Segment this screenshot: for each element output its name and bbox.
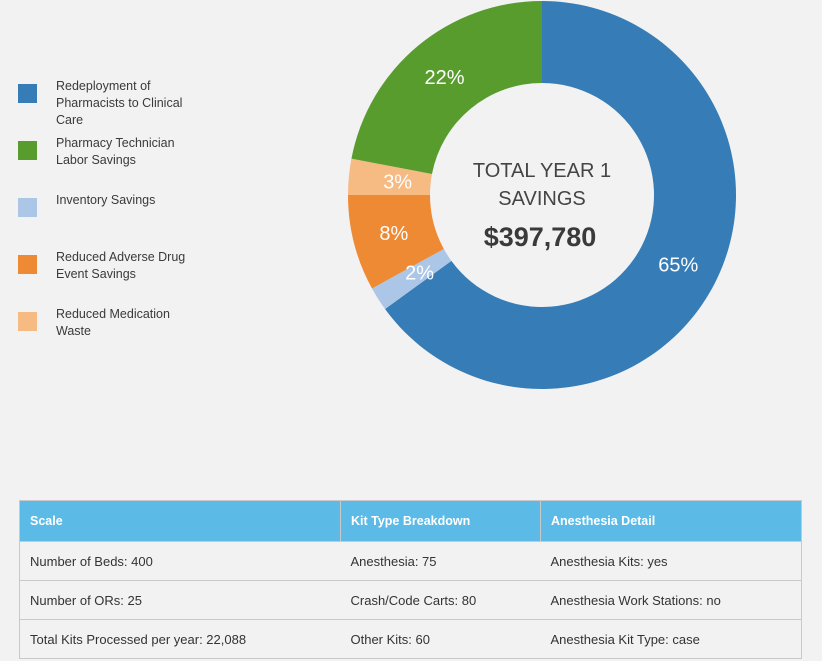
slice-percent-label: 3% bbox=[383, 171, 412, 193]
table-cell: Crash/Code Carts: 80 bbox=[340, 580, 541, 620]
column-header-scale: Scale bbox=[19, 500, 341, 542]
table-row: Total Kits Processed per year: 22,088 Ot… bbox=[19, 619, 802, 659]
column-header-anesthesia: Anesthesia Detail bbox=[540, 500, 802, 542]
slice-percent-label: 8% bbox=[379, 223, 408, 245]
table-cell: Other Kits: 60 bbox=[340, 619, 541, 659]
donut-chart: 65% 2% 8% 3% 22% TOTAL YEAR 1 SAVINGS $397,7… bbox=[348, 1, 736, 389]
donut-slice-4 bbox=[351, 1, 542, 175]
table-cell: Anesthesia Kit Type: case bbox=[540, 619, 802, 659]
legend-label: Inventory Savings bbox=[56, 193, 156, 207]
slice-percent-label: 22% bbox=[424, 67, 464, 89]
donut-slice-2 bbox=[348, 195, 444, 289]
table-cell: Anesthesia Kits: yes bbox=[540, 541, 802, 581]
table-cell: Anesthesia Work Stations: no bbox=[540, 580, 802, 620]
legend-label: Reduced Medication Waste bbox=[56, 307, 170, 338]
legend-label: Reduced Adverse Drug Event Savings bbox=[56, 250, 186, 281]
slice-percent-label: 2% bbox=[405, 263, 434, 285]
table-cell: Number of Beds: 400 bbox=[19, 541, 341, 581]
donut-slices bbox=[348, 1, 736, 389]
donut-slice-3 bbox=[348, 158, 432, 195]
table-cell: Number of ORs: 25 bbox=[19, 580, 341, 620]
center-title-line-2: SAVINGS bbox=[498, 188, 585, 210]
table-cell: Anesthesia: 75 bbox=[340, 541, 541, 581]
legend-swatch bbox=[18, 255, 37, 274]
donut-slice-0 bbox=[385, 1, 736, 389]
table-row: Number of ORs: 25 Crash/Code Carts: 80 A… bbox=[19, 580, 802, 620]
slice-percent-label: 65% bbox=[658, 254, 698, 276]
legend-label: Pharmacy Technician Labor Savings bbox=[56, 136, 175, 167]
table-row: Number of Beds: 400 Anesthesia: 75 Anest… bbox=[19, 541, 802, 581]
table-header-row: Scale Kit Type Breakdown Anesthesia Deta… bbox=[19, 500, 802, 542]
legend-item-adverse-drug: Reduced Adverse Drug Event Savings bbox=[18, 249, 186, 283]
legend-item-medication-waste: Reduced Medication Waste bbox=[18, 306, 186, 340]
legend-swatch bbox=[18, 141, 37, 160]
legend-swatch bbox=[18, 198, 37, 217]
legend-swatch bbox=[18, 84, 37, 103]
legend-item-technician: Pharmacy Technician Labor Savings bbox=[18, 135, 186, 169]
center-total-value: $397,780 bbox=[484, 222, 597, 252]
savings-detail-table: Scale Kit Type Breakdown Anesthesia Deta… bbox=[19, 500, 802, 659]
legend-label: Redeployment of Pharmacists to Clinical … bbox=[56, 79, 183, 127]
column-header-kit-type: Kit Type Breakdown bbox=[340, 500, 541, 542]
center-title-line-1: TOTAL YEAR 1 bbox=[473, 160, 611, 182]
table-cell: Total Kits Processed per year: 22,088 bbox=[19, 619, 341, 659]
legend-swatch bbox=[18, 312, 37, 331]
slice-labels: 65% 2% 8% 3% 22% bbox=[379, 67, 698, 285]
donut-slice-1 bbox=[371, 248, 452, 310]
legend-item-pharmacists: Redeployment of Pharmacists to Clinical … bbox=[18, 78, 186, 129]
legend-item-inventory: Inventory Savings bbox=[18, 192, 186, 217]
